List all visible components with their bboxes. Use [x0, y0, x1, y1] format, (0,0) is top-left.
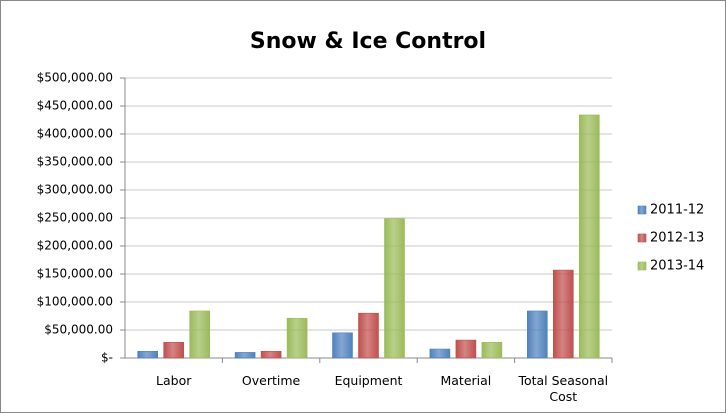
bar [163, 342, 184, 359]
y-tick-label: $150,000.00 [37, 267, 113, 281]
bar [189, 310, 210, 359]
bar [429, 348, 451, 359]
chart-title: Snow & Ice Control [250, 29, 486, 54]
bar [137, 350, 158, 359]
x-tick-label: Material [440, 373, 492, 388]
x-tick-label: Labor [156, 373, 192, 388]
bar [578, 114, 600, 359]
legend-label: 2011-12 [650, 203, 704, 218]
y-tick-label: $200,000.00 [37, 239, 113, 253]
y-tick-label: $250,000.00 [37, 211, 113, 225]
bar [358, 312, 379, 359]
y-tick-label: $400,000.00 [37, 127, 113, 141]
x-tick-label: Total Seasonal Cost [518, 373, 609, 404]
y-tick-label: $450,000.00 [37, 99, 113, 113]
legend-label: 2012-13 [650, 231, 704, 246]
y-tick-label: $- [101, 351, 113, 365]
y-tick-label: $350,000.00 [37, 155, 113, 169]
y-tick-label: $300,000.00 [37, 183, 113, 197]
legend-label: 2013-14 [650, 259, 704, 274]
bar [234, 352, 256, 359]
bar [481, 342, 503, 359]
bar [552, 269, 574, 359]
x-tick-label: Equipment [334, 373, 403, 388]
legend-swatch [637, 233, 647, 243]
bar [384, 218, 405, 359]
legend-swatch [637, 261, 647, 271]
bar [526, 310, 548, 359]
legend-swatch [637, 205, 647, 215]
bar [260, 350, 282, 359]
y-tick-label: $50,000.00 [44, 323, 113, 337]
y-tick-label: $100,000.00 [37, 295, 113, 309]
bar [332, 332, 353, 359]
x-tick-label: Overtime [241, 373, 301, 388]
y-tick-label: $500,000.00 [37, 71, 113, 85]
bar [286, 317, 308, 359]
bar [455, 339, 477, 359]
